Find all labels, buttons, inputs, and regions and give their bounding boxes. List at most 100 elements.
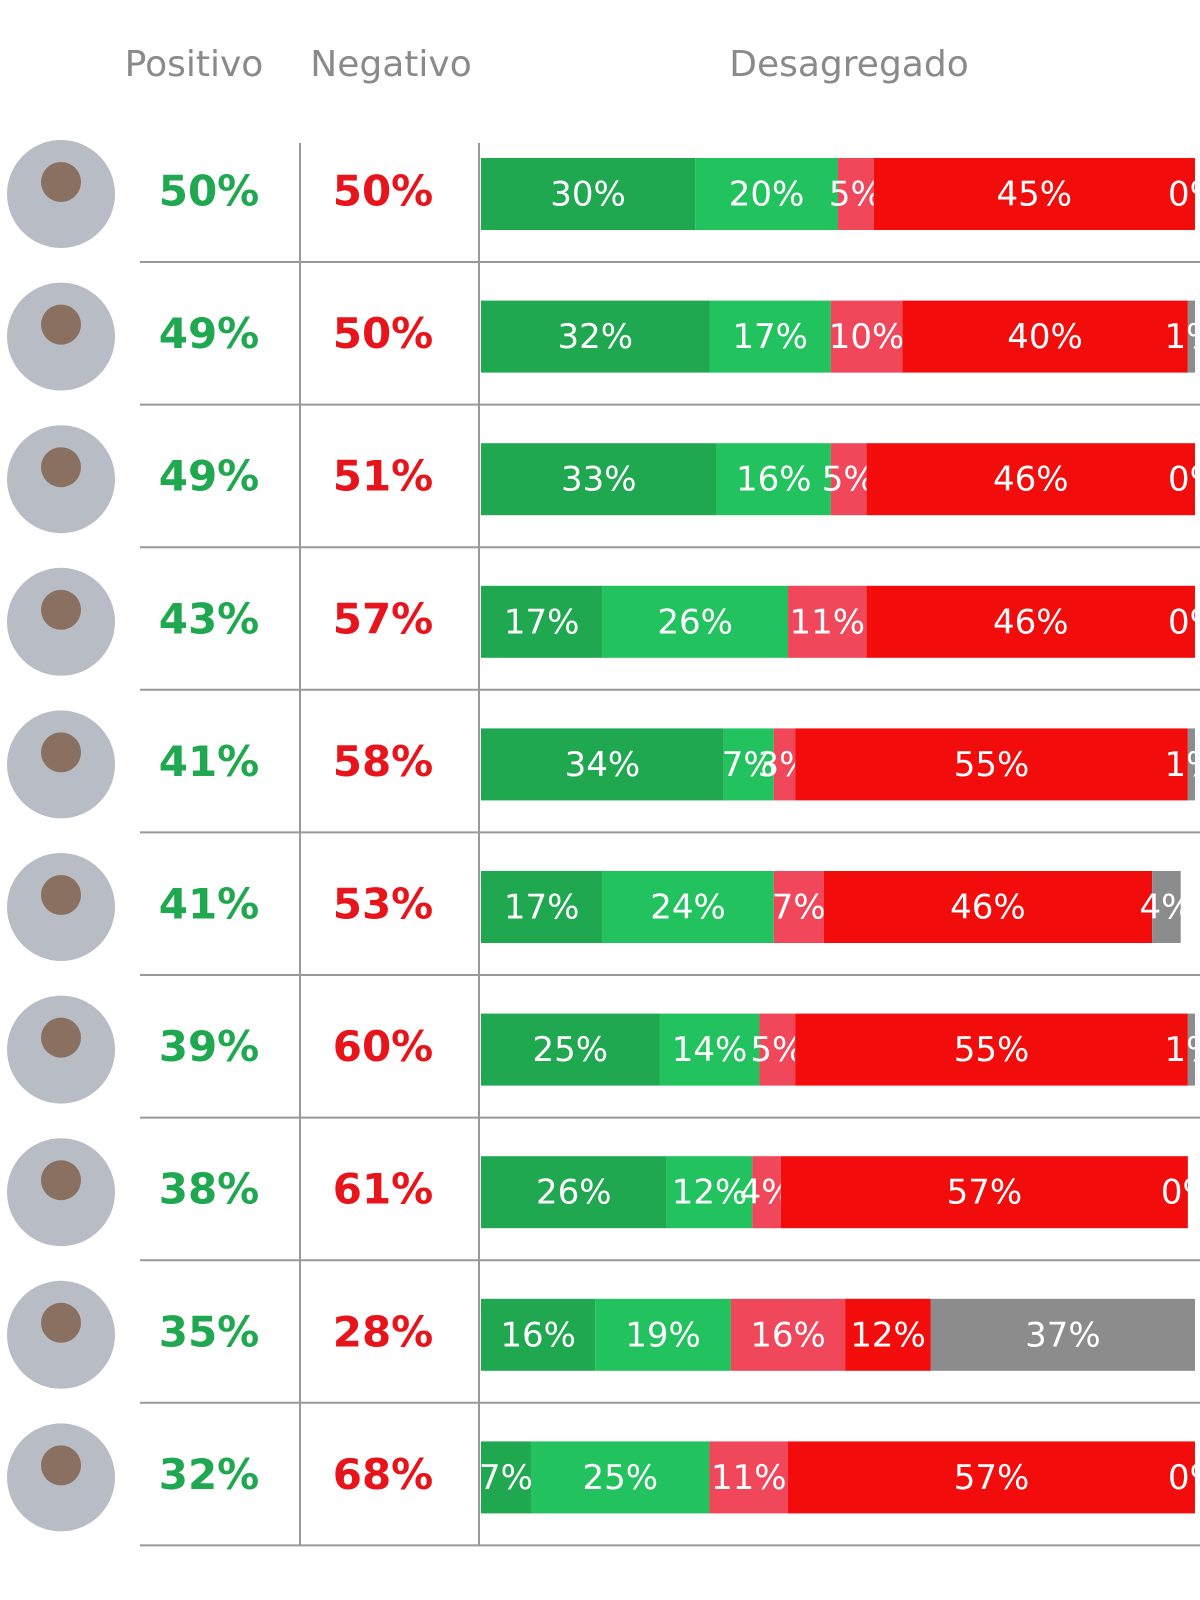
segment-label: 57%: [947, 1173, 1023, 1213]
bar-segment: [602, 585, 789, 658]
bar-segment: [695, 158, 838, 230]
negative-value: 51%: [333, 452, 434, 501]
segment-label: 16%: [750, 1315, 826, 1355]
segment-label: 0%: [1168, 175, 1200, 215]
bar-segment: [666, 1156, 753, 1229]
segment-label: 7%: [722, 745, 776, 785]
segment-label: 1%: [1164, 317, 1200, 357]
positive-value: 49%: [159, 452, 260, 501]
segment-label: 1%: [1164, 745, 1200, 785]
avatar-head: [41, 875, 81, 915]
segment-label: 10%: [829, 317, 905, 357]
bar-segment: [709, 300, 831, 373]
avatar-head: [41, 589, 81, 630]
bar-segment: [773, 728, 796, 801]
bar-segment: [481, 300, 710, 373]
positive-value: 49%: [159, 309, 260, 358]
segment-label: 14%: [672, 1030, 748, 1070]
bar-segment: [788, 1441, 1195, 1514]
segment-label: 4%: [1139, 888, 1193, 928]
segment-label: 16%: [736, 460, 812, 500]
bar-segment: [759, 1013, 796, 1086]
segment-label: 32%: [557, 317, 633, 357]
positive-value: 32%: [159, 1450, 260, 1499]
positive-value: 50%: [159, 167, 260, 216]
bar-segment: [530, 1441, 710, 1514]
segment-label: 26%: [536, 1173, 612, 1213]
negative-value: 58%: [333, 737, 434, 786]
bar-segment: [1187, 1013, 1195, 1086]
positive-value: 41%: [159, 737, 260, 786]
avatar-head: [41, 732, 81, 773]
negative-value: 50%: [333, 309, 434, 358]
bar-segment: [795, 1013, 1188, 1086]
segment-label: 25%: [582, 1458, 658, 1498]
bar-segment: [716, 443, 831, 516]
bar-segment: [845, 1298, 931, 1371]
negative-value: 60%: [333, 1022, 434, 1071]
segment-label: 46%: [993, 460, 1069, 500]
segment-label: 1%: [1164, 1030, 1200, 1070]
segment-label: 0%: [1168, 602, 1200, 642]
bar-segment: [873, 158, 1195, 230]
bar-segment: [1187, 728, 1195, 801]
segment-label: 55%: [954, 1030, 1030, 1070]
segment-label: 37%: [1025, 1315, 1101, 1355]
bar-segment: [866, 585, 1195, 658]
bar-segment: [709, 1441, 789, 1514]
bar-segment: [481, 1298, 596, 1371]
positive-value: 39%: [159, 1022, 260, 1071]
bar-segment: [1152, 871, 1181, 943]
negative-value: 68%: [333, 1450, 434, 1499]
negative-value: 57%: [333, 594, 434, 643]
segment-label: 11%: [790, 602, 866, 642]
segment-label: 19%: [625, 1315, 701, 1355]
segment-label: 17%: [504, 888, 580, 928]
negative-value: 50%: [333, 167, 434, 216]
column-header: Desagregado: [729, 44, 968, 85]
avatar-head: [41, 1160, 81, 1201]
positive-value: 35%: [159, 1307, 260, 1356]
bar-segment: [602, 871, 774, 943]
bar-segment: [481, 728, 724, 801]
bar-segment: [866, 443, 1195, 516]
positive-value: 43%: [159, 594, 260, 643]
segment-label: 33%: [561, 460, 637, 500]
segment-label: 24%: [650, 888, 726, 928]
segment-label: 40%: [1007, 317, 1083, 357]
bar-segment: [773, 871, 824, 943]
segment-label: 0%: [1168, 1458, 1200, 1498]
bar-segment: [838, 158, 874, 230]
bar-segment: [902, 300, 1188, 373]
segment-label: 57%: [954, 1458, 1030, 1498]
negative-value: 53%: [333, 880, 434, 929]
avatar-head: [41, 304, 81, 345]
bar-segment: [481, 1441, 531, 1514]
bar-segment: [830, 300, 903, 373]
avatar-head: [41, 447, 81, 488]
segment-label: 46%: [993, 602, 1069, 642]
segment-label: 17%: [504, 602, 580, 642]
segment-label: 11%: [711, 1458, 787, 1498]
bar-segment: [481, 1013, 660, 1086]
avatar-head: [41, 162, 81, 202]
bar-segment: [595, 1298, 731, 1371]
negative-value: 28%: [333, 1307, 434, 1356]
negative-value: 61%: [333, 1165, 434, 1214]
segment-label: 0%: [1161, 1173, 1200, 1213]
segment-label: 7%: [479, 1458, 533, 1498]
bar-segment: [788, 585, 867, 658]
segment-label: 12%: [850, 1315, 926, 1355]
bar-segment: [730, 1298, 846, 1371]
bar-segment: [723, 728, 774, 801]
bar-segment: [481, 1156, 667, 1229]
bar-segment: [830, 443, 867, 516]
segment-label: 30%: [550, 175, 626, 215]
segment-label: 55%: [954, 745, 1030, 785]
segment-label: 16%: [500, 1315, 576, 1355]
avatar-head: [41, 1017, 81, 1058]
bar-segment: [795, 728, 1188, 801]
segment-label: 17%: [732, 317, 808, 357]
positive-value: 41%: [159, 880, 260, 929]
